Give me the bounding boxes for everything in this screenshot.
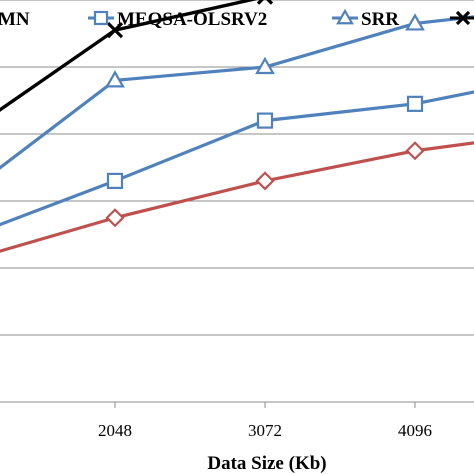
gridlines xyxy=(0,0,474,403)
legend-label: SRR xyxy=(361,9,399,30)
triangle-marker xyxy=(255,56,275,75)
x-axis-title: Data Size (Kb) xyxy=(207,453,326,474)
legend: MN MEQSA-OLSRV2 SRR xyxy=(0,8,474,30)
triangle-marker xyxy=(405,13,425,31)
x-marker-stroke xyxy=(266,0,274,5)
series-diamond xyxy=(0,141,474,253)
x-tick-label: 4096 xyxy=(398,421,432,440)
x-marker xyxy=(455,10,471,26)
x-tick-label: 2048 xyxy=(98,421,132,440)
diamond-marker xyxy=(105,208,125,228)
x-marker-stroke xyxy=(106,22,124,39)
legend-label: MEQSA-OLSRV2 xyxy=(117,9,267,30)
diamond-marker xyxy=(405,141,425,161)
x-tick-label: 3072 xyxy=(248,421,282,440)
legend-item xyxy=(450,10,474,26)
triangle-marker xyxy=(336,8,354,25)
diamond-marker xyxy=(255,171,275,191)
square-marker xyxy=(106,172,124,189)
x-marker-stroke xyxy=(256,0,264,5)
legend-partial-label: MN xyxy=(0,9,30,30)
square-marker xyxy=(256,112,274,129)
legend-item: MEQSA-OLSRV2 xyxy=(88,9,267,30)
x-marker xyxy=(256,0,274,5)
x-marker xyxy=(106,22,124,39)
legend-item: SRR xyxy=(332,8,399,30)
series-x xyxy=(0,0,274,112)
square-marker xyxy=(93,10,109,26)
series-line xyxy=(0,0,258,112)
x-marker-stroke xyxy=(455,10,471,26)
series-square xyxy=(0,90,474,227)
x-tick-labels: 2048 3072 4096 xyxy=(98,402,432,440)
square-marker xyxy=(406,95,424,112)
triangle-marker xyxy=(105,70,125,88)
